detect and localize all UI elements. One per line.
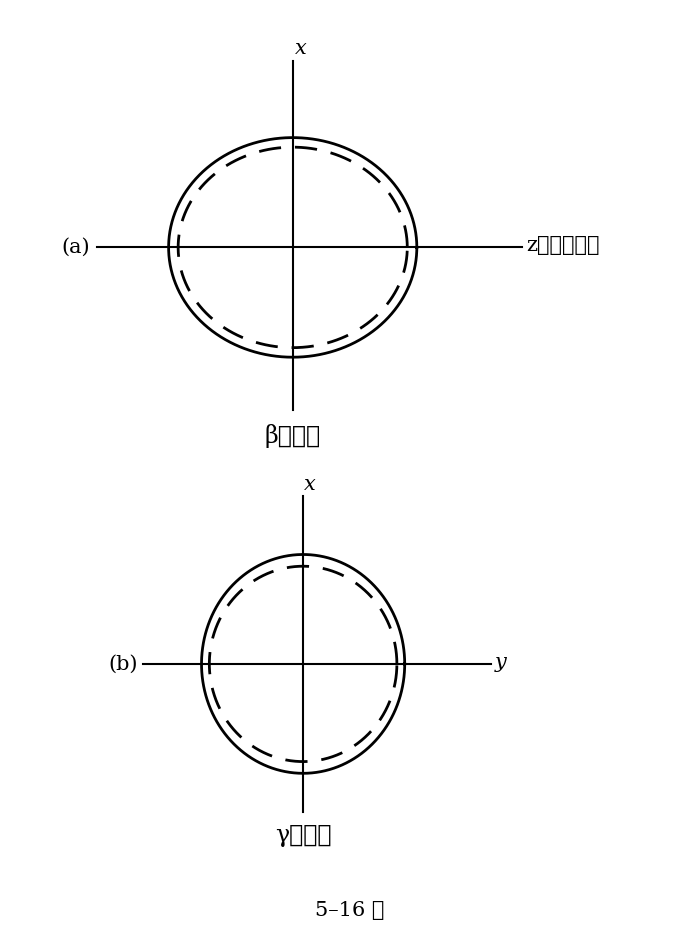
Text: (b): (b) [108,655,137,673]
Text: γ型振動: γ型振動 [275,824,331,847]
Text: (a): (a) [62,238,90,257]
Text: β型振動: β型振動 [265,424,321,448]
Text: y: y [495,653,506,672]
Text: z（対称軸）: z（対称軸） [526,236,600,255]
Text: x: x [304,474,315,493]
Text: x: x [295,39,306,58]
Text: 5–16 図: 5–16 図 [315,901,385,920]
